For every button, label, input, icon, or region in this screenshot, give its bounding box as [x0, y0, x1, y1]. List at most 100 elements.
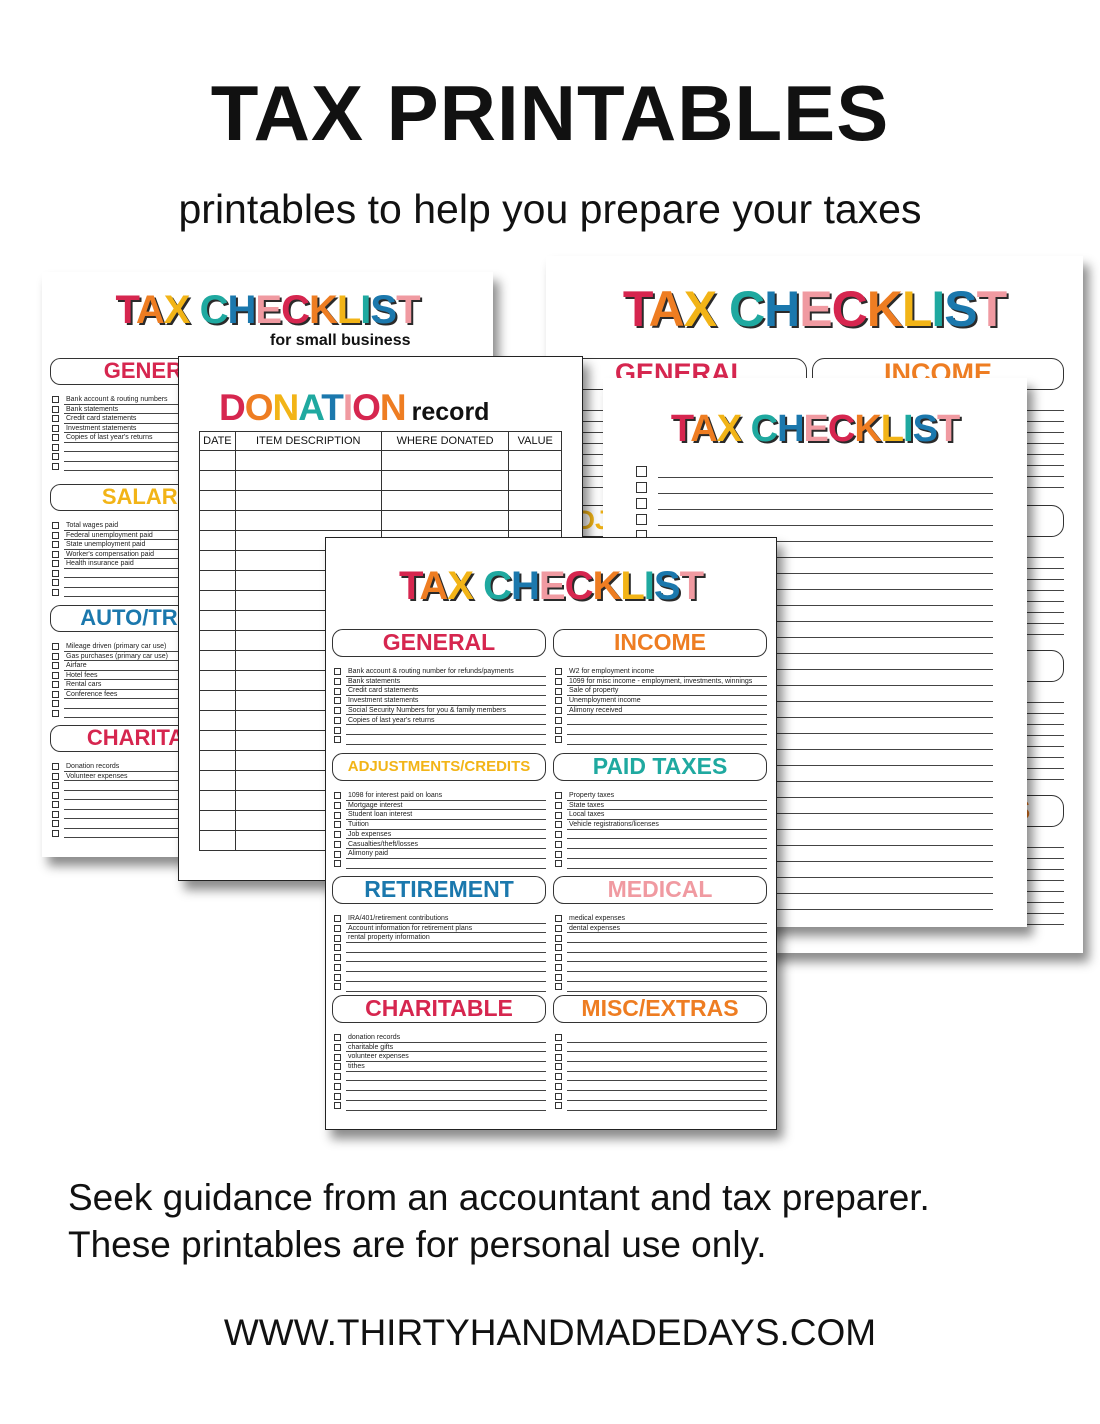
table-cell — [199, 610, 236, 631]
item-line: Sale of property — [567, 686, 767, 697]
checkbox — [555, 1073, 562, 1081]
donation-title: DONATION record — [219, 387, 489, 429]
table-cell — [199, 810, 236, 831]
checkbox — [555, 944, 562, 952]
item-line: Total wages paid — [64, 521, 265, 531]
column-header: WHERE DONATED — [380, 431, 510, 451]
item-line: W2 for employment income — [567, 667, 767, 677]
item-line — [658, 784, 993, 798]
checkbox — [52, 681, 59, 689]
item-line: Gas purchases (primary car use) — [64, 652, 265, 661]
checkbox — [334, 1063, 341, 1071]
item-line — [658, 528, 993, 542]
item-line: Mileage driven (primary car use) — [64, 642, 265, 652]
item-line: Alimony paid — [346, 849, 546, 859]
item-line — [658, 480, 993, 494]
item-line — [658, 656, 993, 670]
table-cell — [199, 770, 236, 791]
item-line — [64, 699, 265, 709]
table-cell — [508, 470, 562, 491]
item-line — [567, 972, 767, 982]
footer-note: These printables are for personal use on… — [68, 1224, 767, 1265]
checkbox — [334, 678, 341, 686]
item-line: dental expenses — [567, 924, 767, 934]
table-cell — [234, 470, 382, 491]
item-line — [658, 720, 993, 734]
item-line: Social Security Numbers for you & family… — [346, 706, 546, 716]
table-cell — [199, 570, 236, 591]
table-cell — [380, 490, 510, 511]
item-line: Hotel fees — [64, 671, 265, 680]
checkbox — [52, 829, 59, 837]
table-cell — [199, 730, 236, 751]
item-line — [64, 709, 265, 718]
section-heading: GENERAL — [332, 629, 546, 657]
table-cell — [199, 650, 236, 671]
checkbox — [555, 850, 562, 858]
checkbox — [52, 709, 59, 717]
checkbox — [52, 569, 59, 577]
checkbox — [52, 560, 59, 568]
item-line: Account information for retirement plans — [346, 924, 546, 934]
item-line: Mortgage interest — [346, 801, 546, 811]
item-line — [658, 640, 993, 654]
item-line: Bank account & routing numbers — [64, 395, 265, 405]
table-row — [199, 470, 562, 491]
item-line: volunteer expenses — [346, 1052, 546, 1063]
checkbox — [555, 707, 562, 715]
item-line — [346, 1082, 546, 1092]
checkbox — [334, 707, 341, 715]
item-line — [346, 972, 546, 982]
checkbox — [555, 697, 562, 705]
checkbox — [52, 453, 59, 461]
checkbox — [334, 1082, 341, 1090]
checkbox — [334, 697, 341, 705]
item-line — [567, 982, 767, 992]
checkbox — [555, 983, 562, 991]
item-line: Investment statements — [346, 696, 546, 706]
table-cell — [199, 690, 236, 711]
item-line: IRA/401/retirement contributions — [346, 914, 546, 924]
table-cell — [199, 790, 236, 811]
checkbox — [52, 415, 59, 423]
item-line — [567, 933, 767, 944]
checkbox — [555, 726, 562, 734]
table-cell — [199, 590, 236, 611]
table-cell — [199, 630, 236, 651]
item-line: Student loan interest — [346, 810, 546, 821]
item-line — [567, 943, 767, 953]
item-line: donation records — [346, 1033, 546, 1043]
item-line: Tuition — [346, 820, 546, 830]
item-line: State taxes — [567, 801, 767, 811]
item-line: Worker's compensation paid — [64, 550, 265, 559]
checkbox — [555, 1044, 562, 1052]
item-line — [64, 452, 265, 462]
item-line: Airfare — [64, 661, 265, 671]
item-line — [64, 829, 265, 838]
table-cell — [380, 510, 510, 531]
checkbox — [52, 522, 59, 530]
checkbox — [555, 792, 562, 800]
item-line — [64, 819, 265, 829]
checkbox — [52, 791, 59, 799]
checkbox — [52, 772, 59, 780]
table-cell — [508, 510, 562, 531]
item-line: Bank statements — [346, 677, 546, 687]
item-line — [658, 704, 993, 718]
checkbox — [52, 810, 59, 818]
table-cell — [380, 470, 510, 491]
checkbox — [555, 954, 562, 962]
item-line — [64, 810, 265, 819]
checkbox — [52, 588, 59, 596]
checkbox — [334, 792, 341, 800]
checkbox — [555, 1034, 562, 1042]
item-line: Conference fees — [64, 690, 265, 699]
checkbox — [52, 700, 59, 708]
item-line — [64, 781, 265, 791]
item-line: Local taxes — [567, 810, 767, 821]
section-heading: RETIREMENT — [332, 876, 546, 904]
item-line — [658, 496, 993, 510]
sheet-subtitle: for small business — [270, 332, 411, 349]
checkbox — [52, 652, 59, 660]
